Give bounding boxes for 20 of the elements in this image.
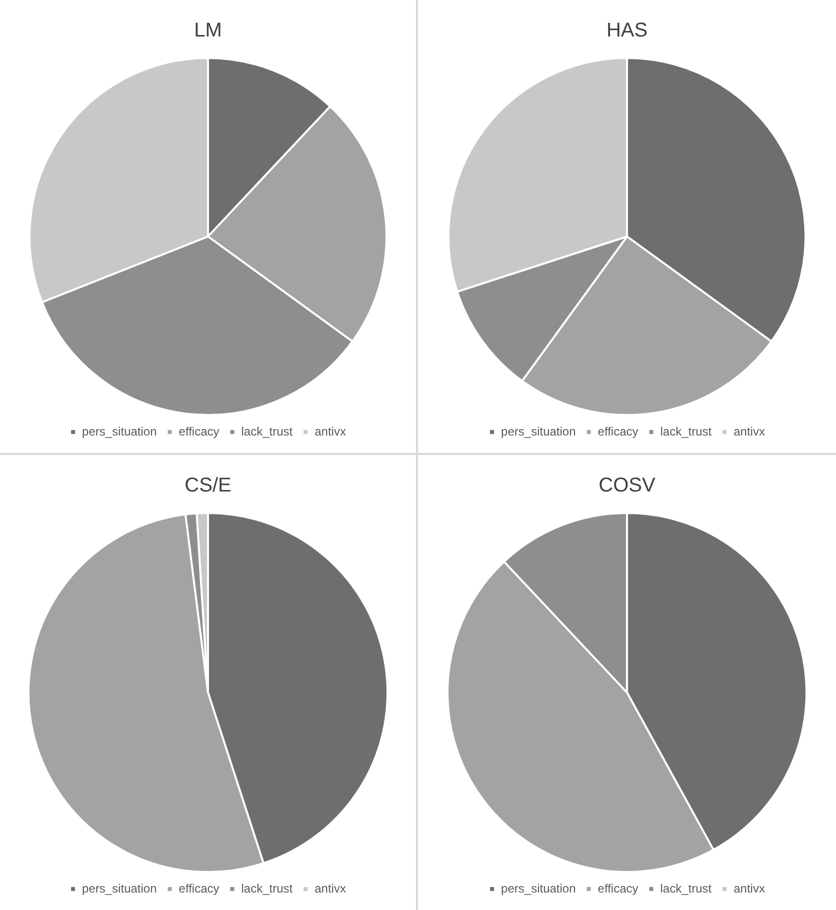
chart-title: COSV xyxy=(598,474,656,497)
legend-label: pers_situation xyxy=(82,881,157,896)
legend-label: antivx xyxy=(734,881,765,896)
legend-label: pers_situation xyxy=(82,424,157,438)
legend-label: pers_situation xyxy=(501,424,576,438)
legend-label: lack_trust xyxy=(241,424,294,438)
legend-label: antivx xyxy=(314,424,346,438)
legend-label: efficacy xyxy=(178,881,220,896)
legend-label: lack_trust xyxy=(660,424,712,438)
legend-label: antivx xyxy=(734,424,765,438)
legend-label: lack_trust xyxy=(241,881,294,896)
legend-label: antivx xyxy=(314,881,346,896)
legend-label: efficacy xyxy=(598,881,638,896)
legend-label: lack_trust xyxy=(660,881,712,896)
chart-title: LM xyxy=(194,20,222,42)
chart-title: CS/E xyxy=(184,474,232,497)
legend-label: efficacy xyxy=(178,424,220,438)
chart-title: HAS xyxy=(606,20,648,42)
legend-label: pers_situation xyxy=(501,881,576,896)
legend-label: efficacy xyxy=(598,424,638,438)
